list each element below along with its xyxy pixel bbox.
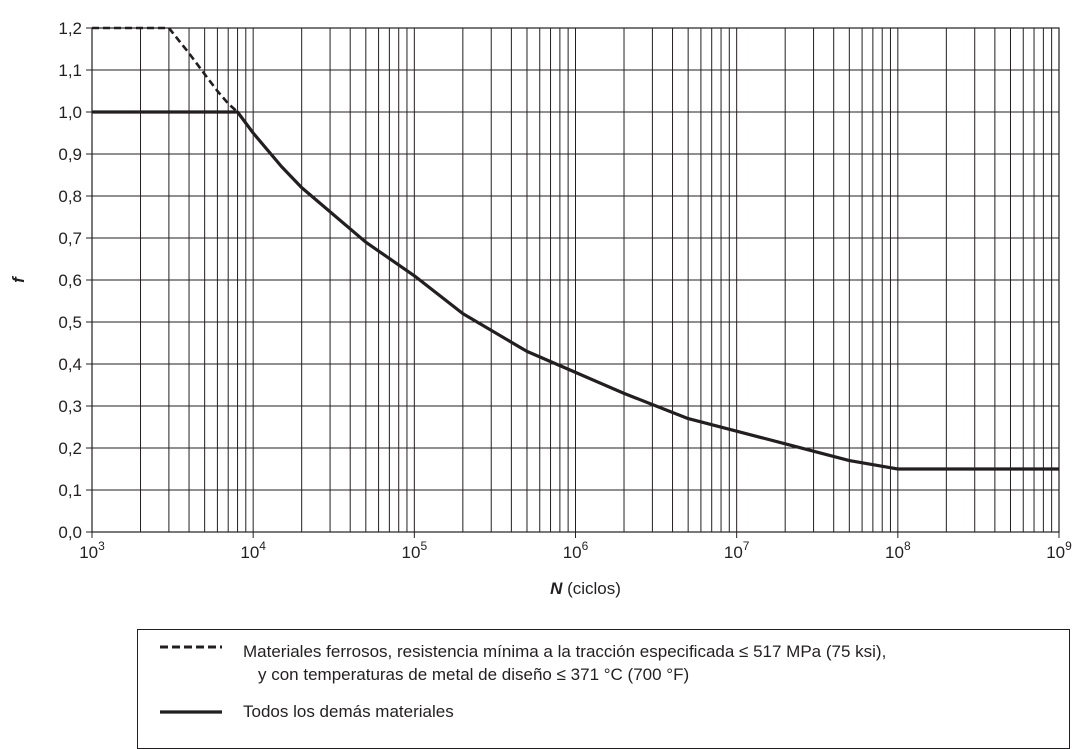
x-tick-label: 104	[240, 539, 266, 562]
y-tick-label: 0,5	[58, 313, 82, 332]
x-axis-label: N (ciclos)	[550, 579, 621, 598]
y-tick-label: 0,8	[58, 187, 82, 206]
y-tick-label: 0,1	[58, 481, 82, 500]
y-tick-label: 1,2	[58, 19, 82, 38]
solid-line-swatch	[160, 710, 222, 714]
x-tick-label: 106	[563, 539, 589, 562]
x-tick-label: 107	[724, 539, 750, 562]
y-axis-ticks: 0,0 0,1 0,2 0,3 0,4 0,5 0,6 0,7 0,8 0,9 1,0 1,1 1,2	[58, 19, 92, 542]
legend-text-line: y con temperaturas de metal de diseño ≤ …	[258, 665, 690, 684]
x-tick-label: 105	[402, 539, 428, 562]
y-tick-label: 1,0	[58, 103, 82, 122]
y-tick-label: 0,6	[58, 271, 82, 290]
legend-text-line: Materiales ferrosos, resistencia mínima …	[243, 642, 887, 661]
plot-frame	[91, 27, 1060, 533]
grid	[91, 27, 1059, 533]
legend: Materiales ferrosos, resistencia mínima …	[137, 629, 1070, 749]
y-tick-label: 0,2	[58, 439, 82, 458]
y-axis-label: f	[9, 275, 28, 283]
chart: 0,00,10,20,30,40,50,60,70,80,91,01,11,2 …	[9, 19, 1072, 598]
y-tick-label: 0,0	[58, 523, 82, 542]
x-tick-label: 109	[1046, 539, 1072, 562]
legend-text-ferrous: Materiales ferrosos, resistencia mínima …	[243, 640, 886, 686]
x-tick-label: 108	[885, 539, 911, 562]
legend-text-others: Todos los demás materiales	[243, 702, 454, 721]
y-tick-label: 0,9	[58, 145, 82, 164]
series-line-ferrous	[92, 26, 239, 113]
y-tick-label: 0,3	[58, 397, 82, 416]
x-axis-label-unit: (ciclos)	[567, 579, 621, 598]
series-line-others	[92, 110, 1059, 471]
series-layer	[92, 26, 1059, 471]
y-tick-label: 1,1	[58, 61, 82, 80]
y-tick-label: 0,4	[58, 355, 82, 374]
x-tick-label: 103	[79, 539, 105, 562]
dashed-line-swatch	[160, 645, 222, 649]
x-axis-label-symbol: N	[550, 579, 563, 598]
y-tick-label: 0,7	[58, 229, 82, 248]
x-axis-ticks: 103 104 105 106 107 108 109	[79, 532, 1072, 562]
